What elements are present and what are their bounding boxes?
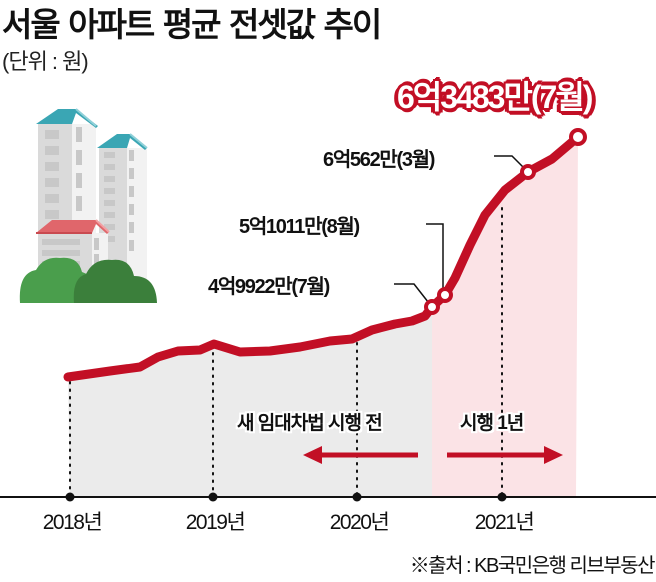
year-guides [69, 207, 503, 495]
point-markers [424, 128, 587, 315]
x-tick-2021: 2021년 [474, 511, 535, 534]
latest-value-label: 6억3483만(7월) [397, 79, 593, 115]
before-period-label: 새 임대차법 시행 전 [237, 413, 383, 434]
apartment-illustration [19, 108, 157, 303]
x-tick-2020: 2020년 [329, 511, 390, 534]
jul-2020-label: 4억9922만(7월) [208, 276, 330, 298]
after-arrow [447, 446, 563, 464]
x-tick-2018: 2018년 [42, 511, 103, 534]
after-area [432, 137, 578, 497]
unit-label: (단위 : 원) [2, 49, 89, 74]
after-period-label: 시행 1년 [460, 413, 524, 434]
x-tick-2019: 2019년 [185, 511, 246, 534]
price-line [63, 132, 583, 382]
aug-2020-label: 5억1011만(8월) [239, 216, 360, 238]
before-arrow [303, 446, 418, 464]
source-note: ※출처 : KB국민은행 리브부동산 [409, 555, 656, 577]
x-axis-ticks [65, 492, 507, 502]
mar-2021-label: 6억562만(3월) [323, 149, 435, 171]
before-area [68, 307, 432, 497]
chart-title: 서울 아파트 평균 전셋값 추이 [2, 5, 382, 44]
